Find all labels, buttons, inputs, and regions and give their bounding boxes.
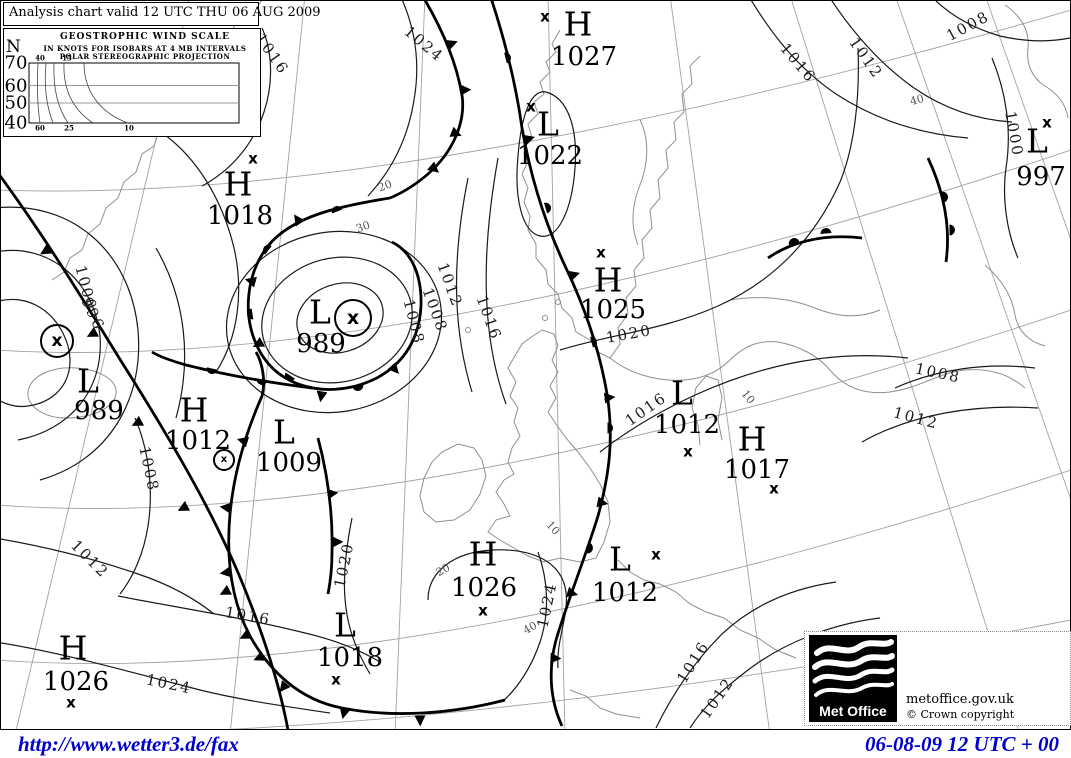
ws-bot: 25 bbox=[64, 123, 74, 133]
valid-time: 06-08-09 12 UTC + 00 bbox=[865, 732, 1059, 756]
wind-scale-subtitle-1: IN KNOTS FOR ISOBARS AT 4 MB INTERVALS bbox=[43, 44, 247, 53]
ws-top: 40 bbox=[35, 53, 45, 63]
wind-scale-axis-label: N bbox=[6, 37, 21, 57]
chart-title: Analysis chart valid 12 UTC THU 06 AUG 2… bbox=[9, 5, 321, 20]
crown-copyright: © Crown copyright bbox=[906, 708, 1015, 721]
wind-scale-diagram bbox=[28, 62, 240, 124]
wind-scale-subtitle-2: POLAR STEREOGRAPHIC PROJECTION bbox=[59, 52, 231, 61]
ws-lat: 40 bbox=[4, 112, 28, 134]
met-office-wordmark: Met Office bbox=[819, 703, 887, 719]
ws-bot: 10 bbox=[124, 123, 134, 133]
met-office-logo: Met Office bbox=[809, 635, 897, 722]
footer-bar: http://www.wetter3.de/fax 06-08-09 12 UT… bbox=[0, 730, 1071, 758]
chart-title-box: Analysis chart valid 12 UTC THU 06 AUG 2… bbox=[3, 2, 321, 26]
ws-lat: 70 bbox=[4, 52, 28, 74]
ws-bot: 60 bbox=[35, 123, 45, 133]
source-url[interactable]: http://www.wetter3.de/fax bbox=[18, 732, 239, 756]
ws-lat: 50 bbox=[4, 92, 28, 114]
wind-scale-title: GEOSTROPHIC WIND SCALE bbox=[60, 32, 230, 42]
ws-lat: 60 bbox=[4, 75, 28, 96]
met-office-panel: Met Office metoffice.gov.uk © Crown copy… bbox=[804, 631, 1071, 726]
ws-top: 15 bbox=[62, 53, 72, 63]
logo-waves-icon bbox=[812, 639, 895, 697]
wind-scale-box: GEOSTROPHIC WIND SCALE IN KNOTS FOR ISOB… bbox=[3, 28, 261, 137]
met-office-url[interactable]: metoffice.gov.uk bbox=[906, 692, 1014, 707]
